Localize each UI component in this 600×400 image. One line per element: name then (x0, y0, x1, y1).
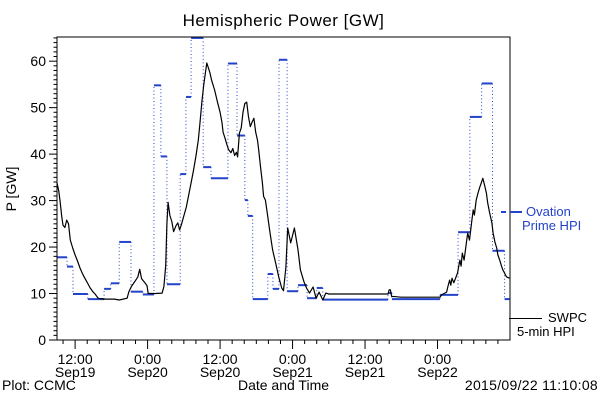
legend-swpc-label2: 5-min HPI (517, 324, 575, 339)
xaxis-title: Date and Time (237, 377, 330, 393)
plot-credit: Plot: CCMC (2, 377, 76, 393)
swpc-line-sample-icon (509, 317, 542, 319)
legend-swpc-label: SWPC (548, 310, 587, 325)
ovation-line-sample-icon (501, 211, 506, 213)
x-tick-date-label: Sep20 (127, 364, 168, 380)
chart-title: Hemispheric Power [GW] (182, 11, 385, 30)
legend-ovation-label: Ovation (526, 204, 571, 219)
y-tick-label: 0 (38, 332, 46, 348)
x-tick-date-label: Sep20 (200, 364, 241, 380)
y-axis-title: P [GW] (3, 167, 19, 212)
legend-swpc-line1: SWPC (509, 311, 587, 325)
x-tick-date-label: Sep21 (272, 364, 313, 380)
y-tick-label: 20 (30, 239, 46, 255)
y-tick-label: 40 (30, 146, 46, 162)
timestamp: 2015/09/22 11:10:08 (464, 377, 598, 393)
x-tick-time-label: 0:00 (279, 351, 306, 367)
x-tick-time-label: 12:00 (348, 351, 383, 367)
x-tick-time-label: 0:00 (134, 351, 161, 367)
y-tick-label: 30 (30, 193, 46, 209)
ovation-line-sample-icon (510, 211, 522, 213)
legend-swpc: SWPC 5-min HPI (509, 311, 587, 339)
x-tick-date-label: Sep22 (417, 364, 458, 380)
x-tick-time-label: 12:00 (58, 351, 93, 367)
x-tick-date-label: Sep19 (55, 364, 96, 380)
x-tick-date-label: Sep21 (345, 364, 386, 380)
x-tick-time-label: 12:00 (203, 351, 238, 367)
y-tick-label: 50 (30, 100, 46, 116)
plot-frame (56, 36, 511, 341)
y-tick-label: 10 (30, 286, 46, 302)
x-tick-time-label: 0:00 (424, 351, 451, 367)
y-tick-label: 60 (30, 53, 46, 69)
legend-ovation-label2: Prime HPI (522, 218, 582, 233)
legend-ovation: Ovation Prime HPI (501, 205, 581, 233)
swpc-series-line (56, 62, 510, 301)
legend-ovation-line1: Ovation (501, 205, 581, 219)
